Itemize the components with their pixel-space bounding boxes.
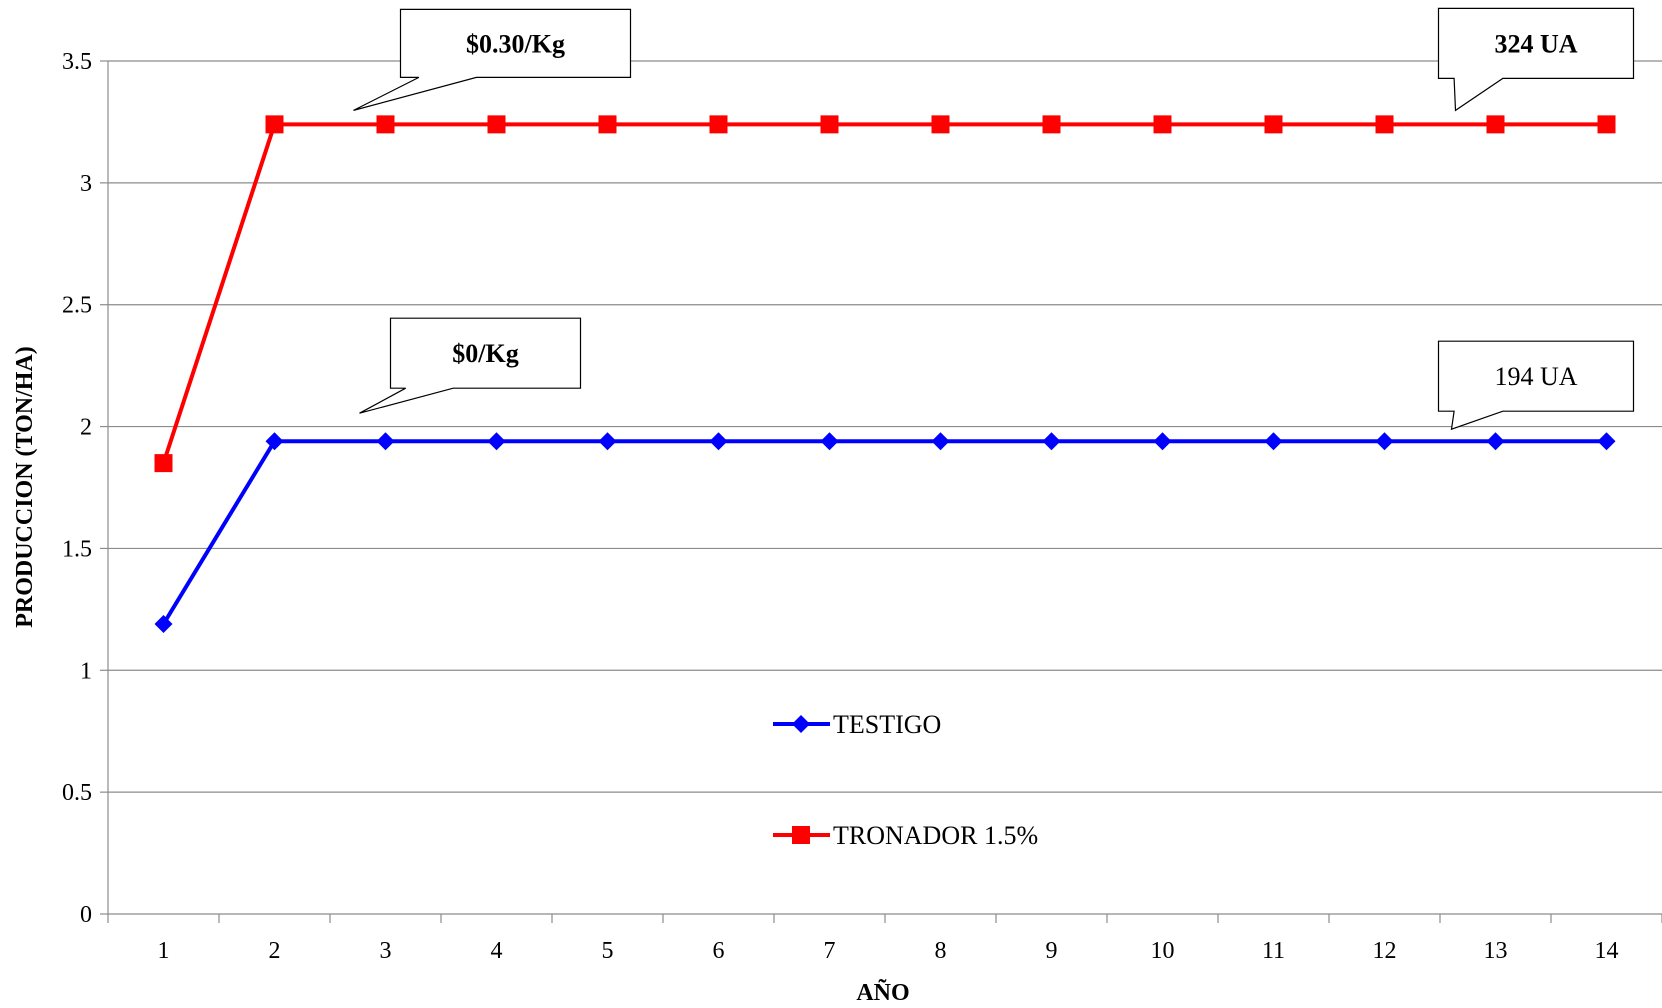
x-tick-label: 10 — [1151, 938, 1175, 964]
callout-label: $0.30/Kg — [466, 29, 565, 58]
y-tick-labels: 0 0.5 1 1.5 2 2.5 3 3.5 — [62, 49, 92, 928]
data-point — [376, 115, 395, 134]
data-point — [1264, 115, 1283, 134]
legend-marker — [792, 715, 810, 733]
data-point — [1153, 432, 1172, 451]
y-axis-title: PRODUCCION (TON/HA) — [12, 346, 38, 628]
y-tick-label: 2.5 — [62, 293, 92, 319]
data-point — [709, 115, 728, 134]
x-tick-label: 8 — [935, 938, 947, 964]
data-point — [820, 115, 839, 134]
legend-label: TESTIGO — [833, 710, 941, 739]
x-axis-title: AÑO — [856, 980, 909, 1006]
x-tick-labels: 1 2 3 4 5 6 7 8 9 10 11 12 13 14 — [158, 938, 1619, 964]
x-tick-label: 2 — [269, 938, 281, 964]
data-point — [598, 115, 617, 134]
x-tick-label: 4 — [491, 938, 503, 964]
callout-annotations: $0.30/Kg 324 UA $0/Kg 194 UA — [353, 7, 1635, 431]
callout: 194 UA — [1437, 340, 1635, 431]
y-tick-label: 1 — [80, 658, 92, 684]
data-point — [1486, 115, 1505, 134]
data-point — [1486, 432, 1505, 451]
x-tick-label: 5 — [602, 938, 614, 964]
x-tick-label: 12 — [1373, 938, 1397, 964]
data-point — [709, 432, 728, 451]
legend-entry: TRONADOR 1.5% — [773, 821, 1038, 850]
data-point — [265, 115, 284, 134]
x-tick-label: 1 — [158, 938, 170, 964]
data-point — [1597, 115, 1616, 134]
data-point — [265, 432, 284, 451]
x-tick-label: 11 — [1262, 938, 1285, 964]
data-point — [1042, 115, 1061, 134]
callout-box — [359, 317, 582, 414]
legend: TESTIGO TRONADOR 1.5% — [773, 710, 1038, 850]
callout-label: $0/Kg — [452, 339, 518, 368]
data-point — [1264, 432, 1283, 451]
data-point — [1375, 432, 1394, 451]
x-tick-label: 3 — [380, 938, 392, 964]
y-tick-label: 3.5 — [62, 49, 92, 75]
y-tick-label: 0 — [80, 902, 92, 928]
data-point — [154, 614, 173, 633]
data-point — [1042, 432, 1061, 451]
x-tick-label: 13 — [1484, 938, 1508, 964]
series-group — [154, 115, 1616, 633]
y-tick-label: 0.5 — [62, 780, 92, 806]
data-point — [487, 115, 506, 134]
data-point — [931, 115, 950, 134]
callout: $0/Kg — [359, 317, 582, 414]
callout-label: 194 UA — [1494, 362, 1577, 391]
data-point — [1153, 115, 1172, 134]
axes — [100, 60, 1662, 923]
data-point — [820, 432, 839, 451]
callout-box — [1437, 7, 1635, 112]
legend-marker — [792, 826, 810, 844]
y-tick-label: 3 — [80, 171, 92, 197]
x-tick-label: 14 — [1595, 938, 1619, 964]
x-tick-label: 9 — [1046, 938, 1058, 964]
legend-entry: TESTIGO — [773, 710, 941, 739]
series-line-tronador-1-5- — [161, 122, 1607, 464]
callout-label: 324 UA — [1494, 29, 1577, 58]
callout-box — [353, 8, 632, 111]
callout: 324 UA — [1437, 7, 1635, 112]
grid-lines — [108, 60, 1662, 793]
data-point — [154, 454, 173, 473]
callout: $0.30/Kg — [353, 8, 632, 111]
data-point — [1597, 432, 1616, 451]
legend-label: TRONADOR 1.5% — [833, 821, 1038, 850]
x-tick-label: 7 — [824, 938, 836, 964]
series-line-testigo — [161, 439, 1607, 626]
y-tick-label: 1.5 — [62, 536, 92, 562]
data-point — [598, 432, 617, 451]
data-point — [1375, 115, 1394, 134]
data-point — [376, 432, 395, 451]
x-tick-label: 6 — [713, 938, 725, 964]
data-point — [487, 432, 506, 451]
y-tick-label: 2 — [80, 415, 92, 441]
callout-box — [1437, 340, 1635, 431]
data-point — [931, 432, 950, 451]
